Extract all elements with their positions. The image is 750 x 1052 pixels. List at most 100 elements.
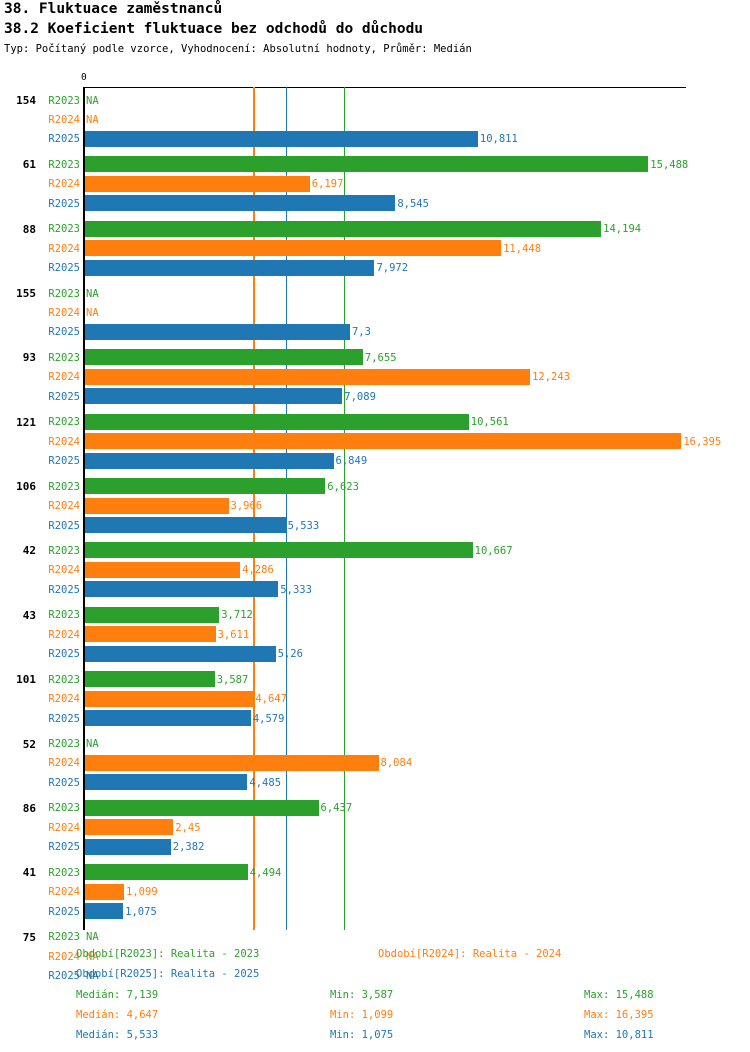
series-row-label: R2025 (48, 905, 80, 918)
group-label: 52 (22, 737, 36, 751)
median-gridline-r2025 (285, 87, 287, 930)
bar-value-label: 6,437 (320, 802, 353, 815)
bar-value-label: 10,811 (479, 133, 518, 146)
bar-value-label: 4,579 (252, 712, 285, 725)
bar-value-label: 6,197 (311, 178, 344, 191)
series-row-label: R2024 (48, 435, 80, 448)
bar-value-label: 3,611 (217, 628, 250, 641)
bar-value-label: 4,485 (249, 776, 282, 789)
series-row-label: R2025 (48, 841, 80, 854)
legend-item: Období[R2024]: Realita - 2024 (378, 948, 562, 960)
axis-zero-line (83, 87, 85, 930)
bar-r2024 (84, 240, 502, 257)
series-row-label: R2023 (48, 609, 80, 622)
bar-r2025 (84, 645, 276, 662)
series-row-label: R2023 (48, 223, 80, 236)
series-row-label: R2024 (48, 693, 80, 706)
bar-r2023 (84, 606, 220, 623)
bar-r2025 (84, 195, 396, 212)
group-label: 43 (22, 608, 36, 622)
bar-r2025 (84, 130, 478, 147)
stat-max: Max: 15,488 (584, 989, 654, 1001)
median-gridline-r2024 (253, 87, 255, 930)
bar-r2024 (84, 497, 229, 514)
series-row-label: R2024 (48, 564, 80, 577)
series-row-label: R2023 (48, 158, 80, 171)
bar-value-label: 5,26 (277, 648, 303, 661)
bar-value-label: 5,533 (287, 519, 320, 532)
series-row-label: R2024 (48, 113, 80, 126)
bar-r2023 (84, 799, 319, 816)
bar-na-label: NA (86, 950, 99, 963)
bar-value-label: 10,667 (474, 544, 513, 557)
bar-value-label: 2,382 (172, 841, 205, 854)
bar-value-label: 6,623 (327, 480, 359, 493)
stat-min: Min: 1,075 (330, 1029, 394, 1041)
bar-value-label: 7,655 (364, 351, 397, 364)
group-label: 93 (22, 351, 36, 365)
series-row-label: R2024 (48, 500, 80, 513)
bar-value-label: 3,712 (221, 609, 253, 622)
series-row-label: R2025 (48, 326, 80, 339)
bar-r2024 (84, 175, 310, 192)
bar-value-label: 16,395 (683, 435, 722, 448)
group-label: 61 (22, 158, 36, 172)
group-label: 75 (22, 930, 36, 944)
bar-r2025 (84, 581, 279, 598)
series-row-label: R2025 (48, 969, 80, 982)
bar-value-label: 14,194 (603, 223, 642, 236)
bar-r2023 (84, 542, 473, 559)
bar-value-label: 2,45 (175, 821, 201, 834)
chart-title: 38.2 Koeficient fluktuace bez odchodů do… (4, 21, 424, 37)
bar-na-label: NA (86, 969, 99, 982)
series-row-label: R2025 (48, 712, 80, 725)
bar-value-label: 7,972 (376, 262, 409, 275)
bar-value-label: 4,286 (242, 564, 274, 577)
bar-na-label: NA (86, 94, 99, 107)
stat-max: Max: 16,395 (584, 1009, 654, 1021)
series-row-label: R2025 (48, 648, 80, 661)
stat-median: Medián: 7,139 (76, 989, 159, 1001)
series-row-label: R2025 (48, 455, 80, 468)
bar-value-label: 6,849 (335, 455, 368, 468)
series-row-label: R2024 (48, 178, 80, 191)
bar-value-label: 1,099 (126, 886, 158, 899)
group-label: 154 (16, 94, 36, 107)
bar-value-label: 3,587 (216, 673, 249, 686)
bar-value-label: 12,243 (532, 371, 570, 384)
bar-r2024 (84, 368, 531, 385)
series-row-label: R2023 (48, 287, 80, 300)
series-row-label: R2023 (48, 673, 80, 686)
bar-na-label: NA (86, 931, 99, 944)
group-label: 121 (16, 415, 36, 429)
series-row-label: R2024 (48, 821, 80, 834)
bar-value-label: 8,084 (380, 757, 413, 770)
series-row-label: R2023 (48, 351, 80, 364)
series-row-label: R2023 (48, 480, 80, 493)
median-gridline-r2023 (344, 87, 346, 930)
bar-r2025 (84, 259, 375, 276)
bar-r2025 (84, 517, 286, 533)
bar-r2025 (84, 323, 350, 340)
bar-r2023 (84, 864, 248, 881)
series-row-label: R2025 (48, 776, 80, 789)
bar-r2024 (84, 754, 379, 771)
bar-r2023 (84, 478, 326, 495)
series-row-label: R2025 (48, 262, 80, 275)
series-row-label: R2023 (48, 94, 80, 107)
bar-value-label: 1,075 (125, 905, 157, 918)
group-label: 101 (16, 673, 36, 687)
bar-na-label: NA (86, 307, 99, 319)
group-label: 86 (22, 801, 36, 815)
series-row-label: R2024 (48, 371, 80, 384)
group-label: 42 (22, 544, 36, 558)
axis-top-rule (84, 87, 686, 89)
series-row-label: R2023 (48, 866, 80, 879)
stat-max: Max: 10,811 (584, 1029, 654, 1041)
bar-value-label: 5,333 (280, 583, 312, 596)
stat-median: Medián: 5,533 (76, 1029, 159, 1041)
bar-value-label: 7,089 (344, 390, 376, 403)
series-row-label: R2023 (48, 416, 80, 429)
